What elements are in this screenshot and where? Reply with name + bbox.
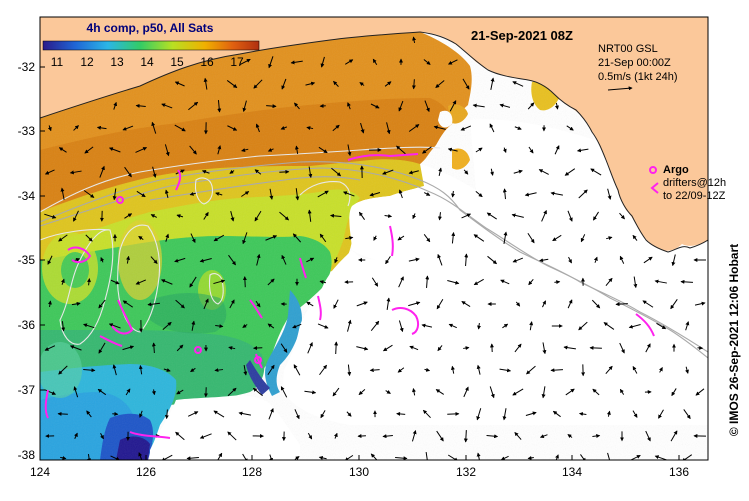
x-tick-label: 136: [669, 465, 689, 479]
colorbar-label: 4h comp, p50, All Sats: [87, 21, 214, 35]
y-tick-label: -33: [18, 124, 36, 138]
y-axis: -32 -33 -34 -35 -36 -37 -38: [18, 60, 36, 462]
y-tick-label: -35: [18, 253, 36, 267]
y-tick-label: -37: [18, 383, 36, 397]
argo-legend-label: Argo: [663, 164, 689, 176]
current-arrow: [279, 172, 288, 173]
colorbar-tick: 13: [110, 55, 124, 69]
current-arrow: [414, 79, 415, 88]
colorbar-tick: 15: [170, 55, 184, 69]
x-tick-label: 126: [136, 465, 156, 479]
current-legend-title: NRT00 GSL: [598, 43, 658, 55]
current-arrow: [245, 277, 246, 287]
colorbar-tick: 14: [140, 55, 154, 69]
current-arrow: [336, 342, 337, 354]
current-legend-time: 21-Sep 00:00Z: [598, 57, 671, 69]
x-axis: 124 126 128 130 132 134 136: [30, 465, 689, 479]
x-tick-label: 134: [562, 465, 582, 479]
drifter-legend-line2: to 22/09-12Z: [663, 190, 726, 202]
imos-credit: © IMOS 26-Sep-2021 12:06 Hobart: [727, 244, 741, 436]
x-tick-label: 128: [242, 465, 262, 479]
colorbar-tick: 12: [80, 55, 94, 69]
map-title: 21-Sep-2021 08Z: [471, 28, 573, 43]
colorbar-gradient: [43, 41, 259, 50]
current-arrow: [58, 414, 68, 415]
x-tick-label: 130: [349, 465, 369, 479]
current-arrow: [554, 282, 559, 283]
current-legend-scale: 0.5m/s (1kt 24h): [598, 71, 677, 83]
x-tick-label: 124: [30, 465, 50, 479]
y-tick-label: -36: [18, 318, 36, 332]
colorbar-tick: 11: [51, 55, 64, 69]
colorbar-tick: 16: [200, 55, 214, 69]
y-tick-label: -34: [18, 189, 36, 203]
current-arrow: [466, 430, 467, 442]
colorbar-tick: 17: [230, 55, 244, 69]
y-tick-label: -38: [18, 448, 36, 462]
drifter-legend-line1: drifters@12h: [663, 177, 726, 189]
x-tick-label: 132: [456, 465, 476, 479]
y-tick-label: -32: [18, 60, 36, 74]
current-arrow: [112, 414, 117, 415]
